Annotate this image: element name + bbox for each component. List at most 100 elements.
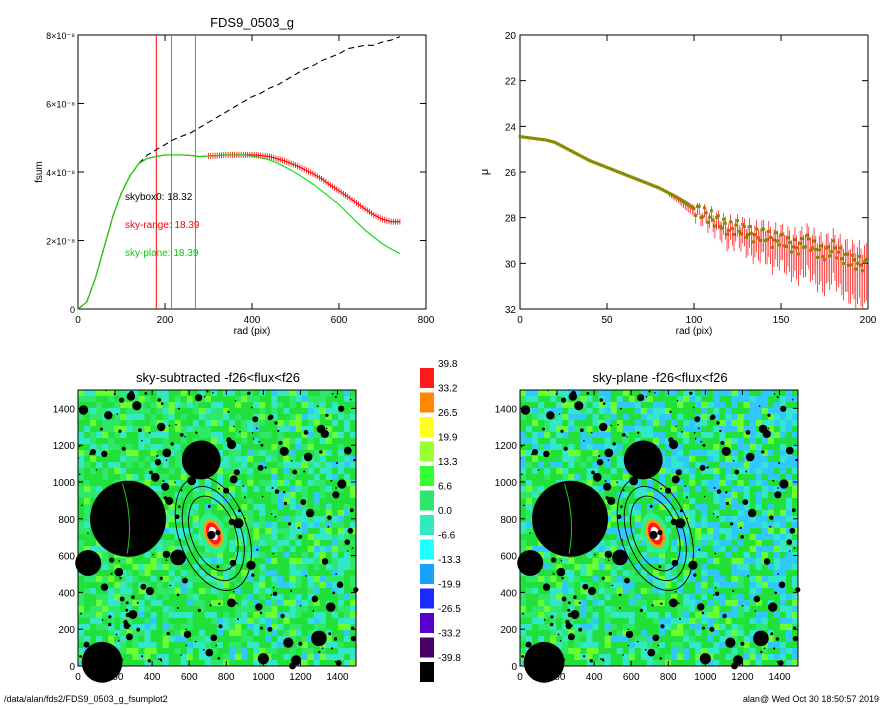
sky-plane-pixel xyxy=(743,492,751,499)
sky-plane-pixel xyxy=(767,456,775,463)
sky-plane-pixel xyxy=(598,606,606,613)
sky-plane-pixel xyxy=(616,564,624,571)
mu-point xyxy=(650,183,654,187)
sky-plane-pixel xyxy=(622,642,630,649)
mu-point xyxy=(734,223,738,227)
sky-subtracted-pixel xyxy=(132,570,139,577)
sky-plane-pixel xyxy=(604,510,612,517)
sky-plane-pixel xyxy=(767,486,775,493)
mu-point xyxy=(562,145,565,149)
sky-plane-pixel xyxy=(761,600,769,607)
sky-subtracted-pixel xyxy=(343,648,351,655)
sky-plane-pixel xyxy=(749,618,757,625)
sky-subtracted-mask xyxy=(223,487,230,494)
mu-point xyxy=(781,232,785,236)
sky-subtracted-mask xyxy=(305,575,307,577)
sky-plane-pixel xyxy=(580,630,587,637)
sky-subtracted-pixel xyxy=(150,432,157,439)
sky-subtracted-pixel xyxy=(277,480,284,487)
sky-subtracted-pixel xyxy=(223,516,230,523)
sky-subtracted-pixel xyxy=(307,480,315,487)
sky-subtracted-pixel xyxy=(283,444,290,451)
sky-subtracted-pixel xyxy=(313,408,321,415)
sky-subtracted-pixel xyxy=(126,564,133,571)
sky-plane-pixel xyxy=(689,426,696,433)
sky-plane-pixel xyxy=(737,546,745,553)
sky-plane-pixel xyxy=(568,630,575,637)
sky-subtracted-pixel xyxy=(84,462,91,469)
sky-plane-pixel xyxy=(695,648,702,655)
sky-plane-pixel xyxy=(707,618,714,625)
sky-plane-image xyxy=(517,389,801,683)
sky-plane-pixel xyxy=(792,582,799,589)
sky-plane-pixel xyxy=(743,618,751,625)
sky-subtracted-pixel xyxy=(307,438,315,445)
sky-subtracted-pixel xyxy=(241,648,248,655)
sky-subtracted-mask xyxy=(115,633,118,636)
sky-subtracted-pixel xyxy=(138,594,145,601)
sky-plane-pixel xyxy=(743,450,751,457)
sky-subtracted-pixel xyxy=(313,402,321,409)
sky-subtracted-pixel xyxy=(350,462,357,469)
sky-subtracted-pixel xyxy=(337,528,345,535)
sky-subtracted-pixel xyxy=(223,426,230,433)
sky-subtracted-mask xyxy=(174,481,176,484)
colorbar-swatch xyxy=(420,490,434,511)
sky-plane-pixel xyxy=(713,504,720,511)
sky-subtracted-pixel xyxy=(126,642,133,649)
sky-subtracted-pixel xyxy=(174,432,182,439)
sky-plane-pixel xyxy=(622,468,630,475)
sky-subtracted-pixel xyxy=(253,600,260,607)
sky-subtracted-pixel xyxy=(186,540,194,547)
sky-subtracted-mask xyxy=(136,601,139,604)
sky-plane-pixel xyxy=(767,474,775,481)
sky-plane-pixel xyxy=(701,648,708,655)
sky-subtracted-mask xyxy=(141,655,144,658)
sky-subtracted-pixel xyxy=(211,582,218,589)
sky-subtracted-mask xyxy=(78,473,81,476)
sky-subtracted-pixel xyxy=(150,624,157,631)
sky-subtracted-pixel xyxy=(295,558,303,565)
sky-plane-pixel xyxy=(713,648,720,655)
sky-plane-pixel xyxy=(586,474,593,481)
mu-point xyxy=(782,244,786,248)
sky-plane-pixel xyxy=(767,564,775,571)
mu-point xyxy=(760,228,764,232)
sky-subtracted-pixel xyxy=(343,660,351,667)
sky-subtracted-pixel xyxy=(271,642,278,649)
sky-subtracted-pixel xyxy=(307,600,315,607)
sky-plane-pixel xyxy=(792,438,799,445)
sky-plane-pixel xyxy=(719,576,726,583)
sky-plane-pixel xyxy=(737,414,745,421)
sky-plane-pixel xyxy=(773,552,781,559)
sky-plane-pixel xyxy=(526,504,533,511)
sky-plane-pixel xyxy=(604,534,612,541)
mu-point xyxy=(671,193,675,197)
sky-subtracted-pixel xyxy=(283,438,290,445)
sky-subtracted-pixel xyxy=(277,642,284,649)
sky-plane-pixel xyxy=(665,528,672,535)
sky-plane-pixel xyxy=(653,648,660,655)
sky-subtracted-pixel xyxy=(289,510,296,517)
sky-subtracted-mask xyxy=(185,644,188,647)
sky-subtracted-pixel xyxy=(138,624,145,631)
sky-subtracted-pixel xyxy=(168,534,176,541)
sky-plane-pixel xyxy=(713,600,720,607)
sky-plane-pixel xyxy=(695,486,702,493)
sky-plane-pixel xyxy=(538,606,545,613)
sky-subtracted-pixel xyxy=(241,558,248,565)
sky-subtracted-pixel xyxy=(265,462,272,469)
sky-plane-pixel xyxy=(737,492,745,499)
sky-subtracted-pixel xyxy=(144,462,151,469)
sky-subtracted-pixel xyxy=(138,474,145,481)
sky-subtracted-pixel xyxy=(259,558,266,565)
sky-subtracted-pixel xyxy=(114,450,121,457)
sky-plane-pixel xyxy=(544,390,551,397)
sky-subtracted-pixel xyxy=(289,600,296,607)
sky-plane-pixel xyxy=(659,504,666,511)
sky-subtracted-mask xyxy=(335,660,342,666)
sky-plane-pixel xyxy=(695,420,702,427)
sky-plane-pixel xyxy=(526,420,533,427)
sky-subtracted-pixel xyxy=(144,426,151,433)
sky-plane-pixel xyxy=(701,558,708,565)
